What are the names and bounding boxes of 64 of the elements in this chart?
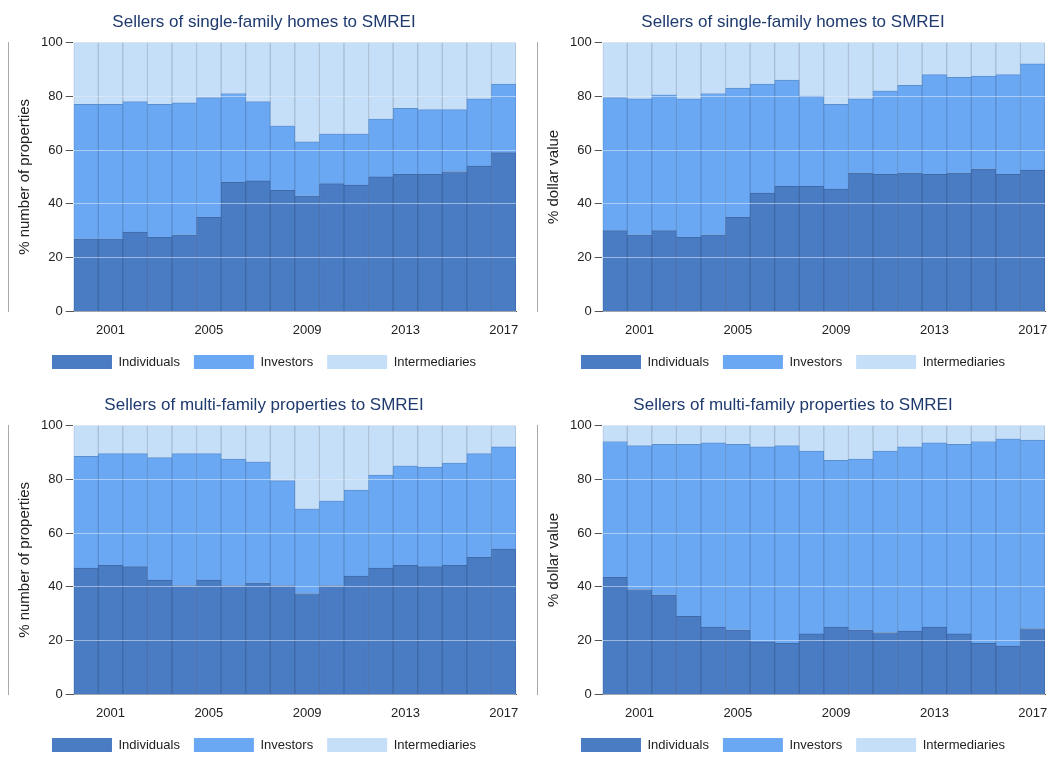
x-tick-label: 2001 — [625, 321, 655, 337]
legend-label: Intermediaries — [922, 736, 1006, 752]
y-tick-label: 80 — [48, 87, 63, 103]
y-tick-label: 80 — [577, 470, 592, 486]
x-tick-label: 2017 — [489, 321, 519, 337]
y-tick-label: 40 — [577, 578, 592, 594]
legend-label: Individuals — [118, 736, 181, 752]
y-tick-label: 0 — [584, 302, 592, 318]
legend-label: Investors — [260, 736, 314, 752]
y-tick-label: 0 — [584, 685, 592, 701]
y-tick-label: 40 — [48, 195, 63, 211]
x-tick-label: 2005 — [723, 321, 753, 337]
x-tick-label: 2017 — [1018, 321, 1048, 337]
x-tick-label: 2009 — [292, 704, 322, 720]
y-tick-label: 100 — [40, 33, 63, 49]
y-axis-title: % number of properties — [15, 481, 33, 638]
y-tick-label: 20 — [48, 249, 63, 265]
x-tick-label: 2001 — [96, 704, 126, 720]
legend-label: Intermediaries — [393, 353, 477, 369]
chart-title: Sellers of single-family homes to SMREI — [112, 11, 416, 31]
y-tick-label: 60 — [48, 141, 63, 157]
legend-label: Investors — [789, 353, 843, 369]
x-tick-label: 2013 — [919, 704, 949, 720]
y-tick-label: 20 — [577, 632, 592, 648]
x-tick-label: 2017 — [1018, 704, 1048, 720]
chart-title: Sellers of multi-family properties to SMREI — [633, 394, 953, 414]
y-tick-label: 20 — [48, 632, 63, 648]
y-axis-title: % number of properties — [15, 98, 33, 255]
legend-label: Individuals — [647, 736, 710, 752]
x-tick-label: 2005 — [723, 704, 753, 720]
x-tick-label: 2009 — [821, 704, 851, 720]
chart-title: Sellers of multi-family properties to SMREI — [104, 394, 424, 414]
y-tick-label: 100 — [569, 416, 592, 432]
x-tick-label: 2017 — [489, 704, 519, 720]
chart-title: Sellers of single-family homes to SMREI — [641, 11, 945, 31]
y-tick-label: 60 — [48, 524, 63, 540]
x-tick-label: 2013 — [390, 704, 420, 720]
y-tick-label: 0 — [55, 302, 63, 318]
legend-label: Intermediaries — [393, 736, 477, 752]
y-tick-label: 40 — [48, 578, 63, 594]
y-tick-label: 60 — [577, 524, 592, 540]
x-tick-label: 2009 — [292, 321, 322, 337]
y-tick-label: 60 — [577, 141, 592, 157]
legend-label: Individuals — [647, 353, 710, 369]
y-tick-label: 100 — [569, 33, 592, 49]
legend-label: Investors — [789, 736, 843, 752]
x-tick-label: 2005 — [194, 321, 224, 337]
x-tick-label: 2005 — [194, 704, 224, 720]
legend-label: Investors — [260, 353, 314, 369]
y-axis-title: % dollar value — [544, 512, 562, 608]
x-tick-label: 2001 — [625, 704, 655, 720]
x-tick-label: 2013 — [390, 321, 420, 337]
x-tick-label: 2001 — [96, 321, 126, 337]
y-tick-label: 0 — [55, 685, 63, 701]
y-tick-label: 20 — [577, 249, 592, 265]
y-tick-label: 80 — [577, 87, 592, 103]
legend-label: Individuals — [118, 353, 181, 369]
y-axis-title: % dollar value — [544, 129, 562, 225]
x-tick-label: 2009 — [821, 321, 851, 337]
legend-label: Intermediaries — [922, 353, 1006, 369]
y-tick-label: 40 — [577, 195, 592, 211]
x-tick-label: 2013 — [919, 321, 949, 337]
y-tick-label: 100 — [40, 416, 63, 432]
y-tick-label: 80 — [48, 470, 63, 486]
